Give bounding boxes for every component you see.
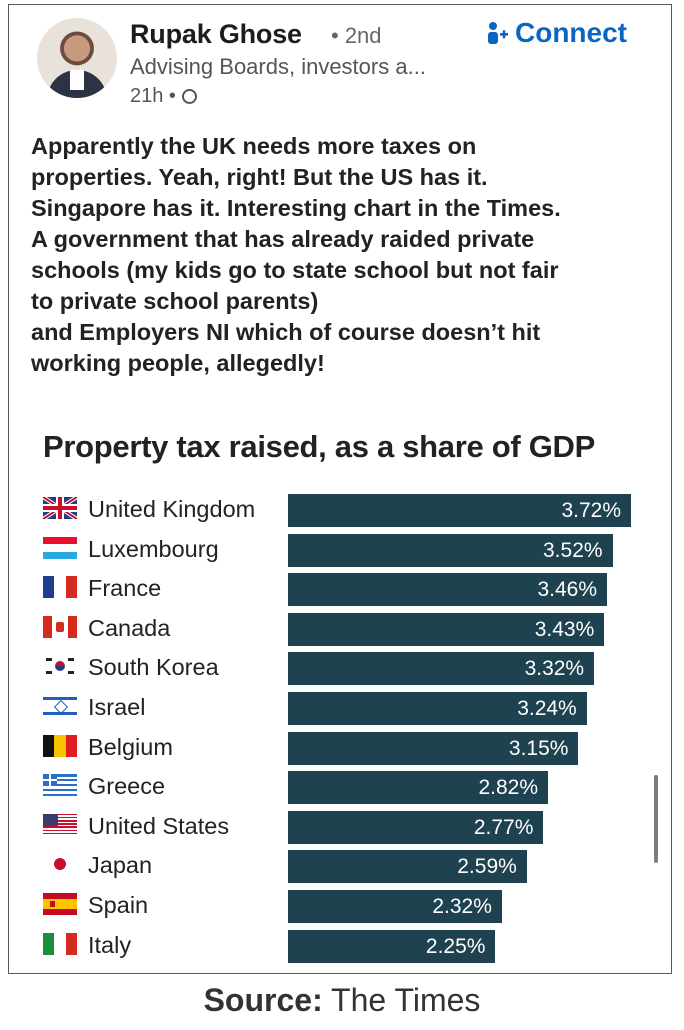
data-label: 3.32%: [524, 657, 585, 681]
bar-row: Greece 2.82%: [43, 766, 663, 806]
bar: 3.52%: [288, 533, 613, 567]
data-label: 3.15%: [508, 736, 569, 760]
bar: 2.25%: [288, 929, 496, 963]
chart-title: Property tax raised, as a share of GDP: [43, 429, 596, 464]
bar-row: Italy 2.25%: [43, 925, 663, 965]
data-label: 3.46%: [537, 578, 598, 602]
connection-degree: • 2nd: [331, 23, 382, 48]
data-label: 3.72%: [561, 499, 621, 522]
it-flag-icon: [43, 932, 77, 955]
post-card: Rupak Ghose • 2nd Connect Advising Board…: [8, 4, 672, 974]
bar: 3.43%: [288, 612, 605, 646]
data-label: 2.82%: [478, 776, 539, 800]
category-label: Spain: [88, 891, 149, 918]
data-label: 2.77%: [473, 815, 534, 839]
ca-flag-icon: [43, 615, 77, 638]
bar-row: United States 2.77%: [43, 806, 663, 846]
source-caption: Source: The Times: [0, 982, 684, 1019]
bar: 3.72%: [288, 494, 631, 527]
category-label: Japan: [88, 852, 153, 879]
data-label: 2.32%: [432, 894, 492, 918]
bar: 2.77%: [288, 810, 544, 844]
source-label: Source:: [203, 982, 323, 1018]
data-label: 2.25%: [425, 934, 486, 958]
category-label: South Korea: [88, 654, 219, 681]
category-label: Canada: [88, 614, 171, 641]
fr-flag-icon: [43, 576, 77, 599]
bar-row: France 3.46%: [43, 568, 663, 608]
bar-row: United Kingdom 3.72%: [43, 489, 663, 529]
data-label: 2.59%: [457, 855, 517, 879]
author-headline: Advising Boards, investors a...: [130, 54, 426, 79]
uk-flag-icon: [43, 497, 77, 519]
category-label: Luxembourg: [88, 535, 219, 562]
bar: 2.59%: [288, 850, 527, 884]
bar-row: Luxembourg 3.52%: [43, 529, 663, 569]
add-person-icon: [488, 22, 508, 44]
connect-label: Connect: [515, 17, 627, 48]
category-label: France: [88, 575, 162, 602]
post-time: 21h •: [130, 85, 176, 107]
source-value: The Times: [331, 982, 481, 1018]
kr-flag-icon: [43, 655, 77, 678]
category-label: Greece: [88, 773, 166, 800]
bar-chart: United Kingdom 3.72% Luxembourg 3.52% France…: [43, 489, 663, 964]
be-flag-icon: [43, 734, 77, 757]
il-flag-icon: [43, 694, 77, 717]
category-label: Israel: [88, 693, 146, 720]
es-flag-icon: [43, 892, 77, 915]
bar-row: Canada 3.43%: [43, 608, 663, 648]
avatar[interactable]: [37, 18, 117, 98]
category-label: Belgium: [88, 733, 173, 760]
jp-flag-icon: [43, 853, 77, 876]
author-name[interactable]: Rupak Ghose: [130, 19, 302, 49]
bar: 2.82%: [288, 771, 549, 805]
data-label: 3.43%: [534, 617, 595, 641]
bar-row: Belgium 3.15%: [43, 727, 663, 767]
category-label: United Kingdom: [88, 496, 256, 522]
bar: 3.32%: [288, 652, 595, 686]
bar: 3.15%: [288, 731, 579, 765]
bar-row: Israel 3.24%: [43, 687, 663, 727]
bar: 2.32%: [288, 889, 502, 923]
post-body: Apparently the UK needs more taxes on pr…: [31, 133, 561, 376]
post-meta: 21h •: [130, 85, 197, 108]
bar: 3.24%: [288, 691, 587, 725]
lu-flag-icon: [43, 536, 77, 559]
gr-flag-icon: [43, 774, 77, 797]
data-label: 3.52%: [543, 538, 603, 562]
data-label: 3.24%: [517, 696, 577, 720]
us-flag-icon: [43, 813, 77, 836]
category-label: United States: [88, 812, 230, 839]
bar: 3.46%: [288, 573, 608, 607]
connect-button[interactable]: Connect: [487, 17, 627, 49]
scrollbar[interactable]: [654, 775, 658, 863]
globe-icon: [181, 89, 197, 104]
bar-row: Spain 2.32%: [43, 885, 663, 925]
bar-row: Japan 2.59%: [43, 845, 663, 885]
bar-row: South Korea 3.32%: [43, 647, 663, 687]
category-label: Italy: [88, 931, 132, 958]
